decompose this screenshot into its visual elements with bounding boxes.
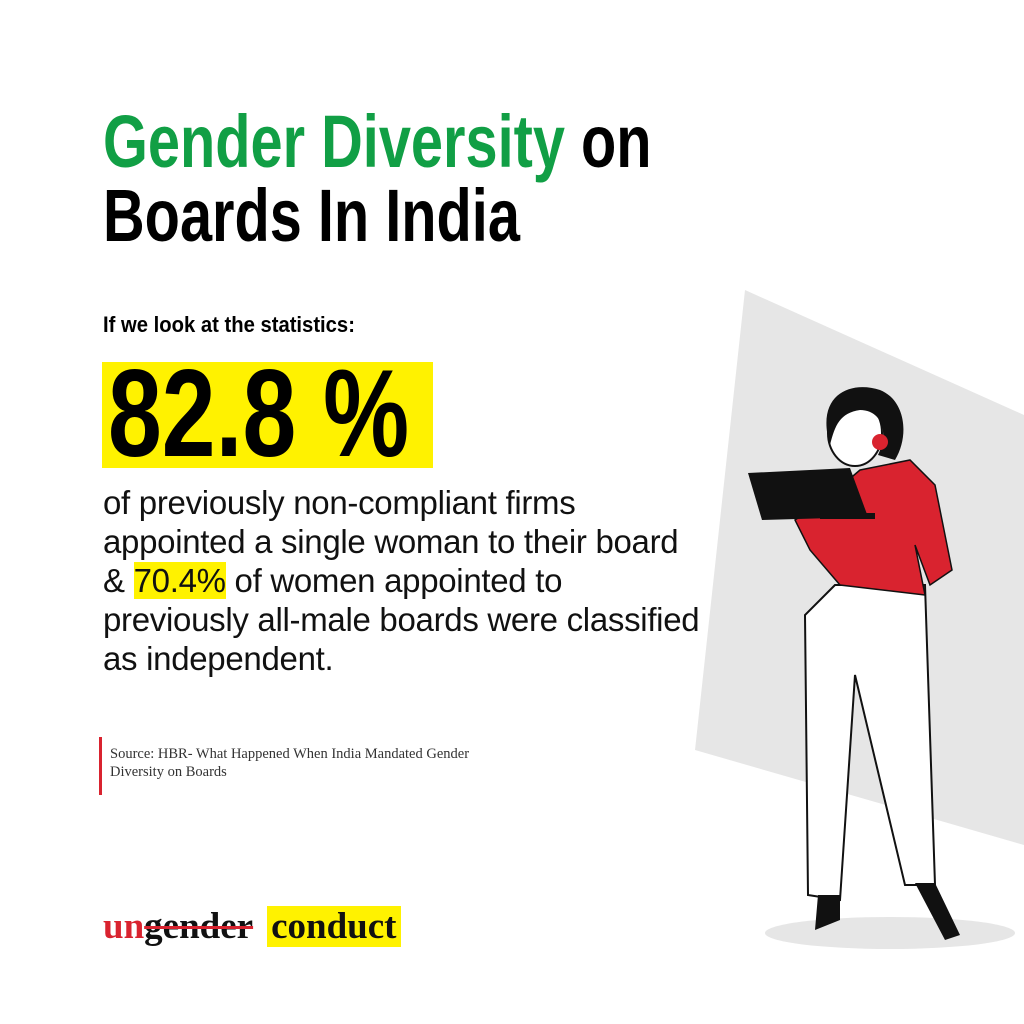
- laptop: [748, 468, 868, 520]
- logo-prefix: un: [103, 906, 145, 947]
- intro: If we look at the statistics:: [103, 312, 355, 337]
- body-text: of previously non-compliant firms appoin…: [103, 483, 703, 678]
- source-bar: [99, 737, 102, 795]
- title-line: Boards In India: [103, 174, 638, 258]
- body-after: of women appointed to previously all-mal…: [103, 562, 700, 677]
- body-before: of previously non-compliant firms appoin…: [103, 484, 679, 599]
- logo-struck: gender: [144, 906, 254, 947]
- illustration: [695, 290, 1024, 949]
- logo-highlight: conduct: [267, 906, 401, 947]
- title-accent: Gender Diversity: [103, 100, 565, 183]
- stat: 82.8 %: [108, 345, 410, 483]
- shadow: [765, 917, 1015, 949]
- title-rest: on: [581, 100, 652, 183]
- source: Source: HBR- What Happened When India Ma…: [110, 746, 470, 780]
- title-line: Gender Diversity on: [103, 100, 806, 184]
- trousers: [803, 584, 937, 902]
- laptop-base: [820, 513, 875, 519]
- title-line2: Boards In India: [103, 174, 520, 257]
- stat-wrap: 82.8 %: [108, 352, 494, 476]
- shoes: [815, 883, 960, 940]
- stat-highlight: [102, 362, 433, 468]
- logo: ungender conduct: [103, 905, 401, 948]
- body-highlight: 70.4%: [133, 562, 226, 599]
- earring: [872, 434, 888, 450]
